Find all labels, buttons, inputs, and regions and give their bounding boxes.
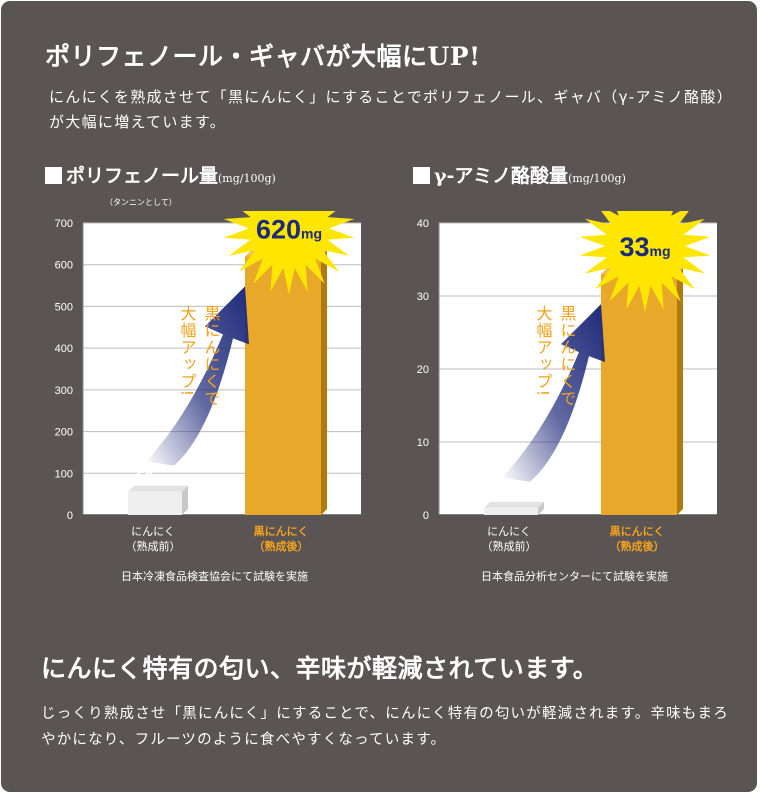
chart1-category-before: にんにく （熟成前） (93, 524, 213, 554)
y-tick-label: 700 (55, 218, 73, 230)
y-tick-label: 300 (55, 385, 73, 397)
chart2-category-before: にんにく （熟成前） (449, 524, 569, 554)
y-tick-label: 40 (417, 218, 429, 230)
y-tick-label: 200 (55, 427, 73, 439)
arrow-caption: 大幅アップ! (534, 305, 553, 397)
bar-top (484, 501, 544, 508)
chart1-category-after: 黒にんにく （熟成後） (221, 524, 341, 554)
chart1-note: 日本冷凍食品検査協会にて試験を実施 (121, 570, 308, 583)
chart1-title: ポリフェノール量(mg/100g) (45, 161, 276, 188)
arrow-caption: 黒にんにくで (558, 305, 577, 407)
y-tick-label: 400 (55, 343, 73, 355)
headline-2: にんにく特有の匂い、辛味が軽減されています。 (41, 654, 599, 683)
y-tick-label: 20 (417, 364, 429, 376)
bar-top (128, 485, 188, 492)
chart1-title-unit: (mg/100g) (218, 172, 276, 185)
starburst-icon (223, 211, 355, 295)
category-label: にんにく （熟成前） (125, 525, 181, 553)
chart1-subtitle: （タンニンとして） (105, 198, 177, 207)
data-label-after: 620mg (256, 214, 322, 244)
square-bullet-icon (413, 167, 430, 184)
bar-side (677, 268, 683, 515)
arrow-caption: 大幅アップ! (178, 305, 197, 397)
data-label-before: 56mg (136, 469, 169, 486)
bar-side (321, 250, 327, 515)
bar (128, 491, 182, 515)
arrow-caption: 黒にんにくで (202, 305, 221, 407)
y-tick-label: 500 (55, 301, 73, 313)
starburst-icon (579, 211, 711, 313)
intro-text: にんにくを熟成させて「黒にんにく」にすることでポリフェノール、ギャバ（γ-アミノ… (49, 88, 726, 131)
category-label: にんにく （熟成前） (481, 525, 537, 553)
chart2-title: γ-アミノ酪酸量(mg/100g) (413, 161, 626, 188)
y-tick-label: 0 (67, 510, 73, 522)
chart1-title-text: ポリフェノール量 (66, 165, 219, 187)
chart2-title-unit: (mg/100g) (568, 172, 626, 185)
bar (484, 507, 538, 515)
chart2-category-after: 黒にんにく （熟成後） (577, 524, 697, 554)
outro-text: じっくり熟成させ「黒にんにく」にすることで、にんにく特有の匂いが軽減されます。辛… (41, 706, 729, 748)
headline: ポリフェノール・ギャバが大幅にUP! (45, 42, 481, 71)
bar (601, 274, 677, 515)
bar-side (182, 485, 188, 515)
y-tick-label: 600 (55, 260, 73, 272)
up-arrow-icon (502, 304, 605, 482)
data-label-before: 1mg (497, 485, 522, 502)
y-tick-label: 10 (417, 437, 429, 449)
y-tick-label: 0 (423, 510, 429, 522)
data-label-after: 33mg (619, 232, 670, 262)
up-arrow-icon (146, 286, 249, 466)
y-tick-label: 30 (417, 291, 429, 303)
chart2-title-text: γ-アミノ酪酸量 (434, 165, 569, 187)
y-tick-label: 100 (55, 468, 73, 480)
chart2-note: 日本食品分析センターにて試験を実施 (481, 570, 668, 583)
bar (245, 256, 321, 515)
bar-side (538, 501, 544, 515)
category-label: 黒にんにく （熟成後） (609, 525, 665, 553)
square-bullet-icon (45, 167, 62, 184)
category-label: 黒にんにく （熟成後） (253, 525, 309, 553)
